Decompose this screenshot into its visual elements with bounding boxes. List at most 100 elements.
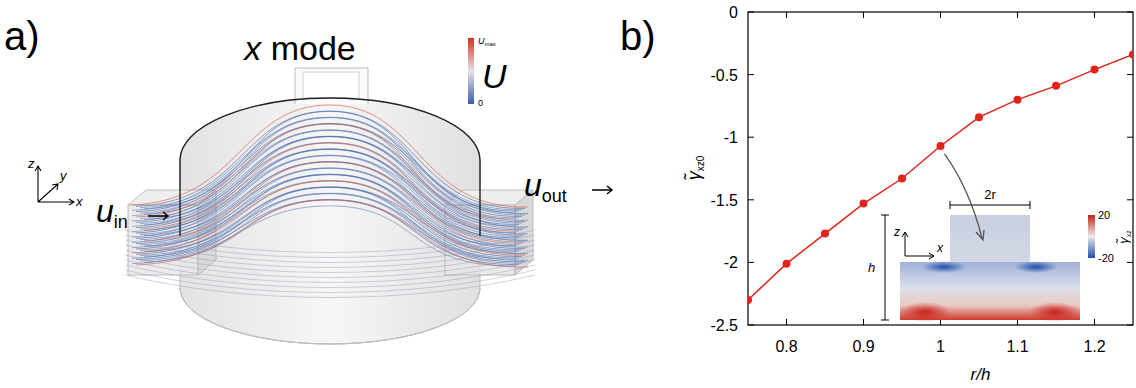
streamline: [132, 130, 522, 223]
inlet-label-subscript: in: [114, 212, 128, 232]
y-tick-label: -1: [724, 129, 738, 146]
series-point: [821, 230, 829, 238]
axis-glyph-label: z: [27, 156, 35, 171]
streamline: [136, 175, 519, 251]
y-tick-label: 0: [729, 4, 738, 21]
series-point: [937, 142, 945, 150]
streamline: [140, 130, 528, 220]
streamline: [136, 200, 528, 267]
y-axis-label-subscript: xz0: [695, 155, 706, 171]
y-tick: [748, 199, 1133, 200]
streamline: [125, 250, 535, 273]
inset-colorbar-label-subscript: xz: [1125, 230, 1132, 238]
x-tick-label: 0.8: [775, 338, 797, 355]
inset-axis-label: z: [893, 225, 900, 239]
y-tick: [748, 137, 1133, 138]
u-colorbar: [468, 38, 474, 104]
x-tick-label: 1.1: [1006, 338, 1028, 355]
streamline: [140, 168, 528, 247]
inset-arrow: [945, 154, 983, 238]
streamline: [136, 187, 522, 256]
series-point: [898, 175, 906, 183]
inset-colorbar: [1088, 215, 1095, 258]
x-tick: [786, 12, 787, 325]
y-axis-label-group: γ̃xz0: [683, 155, 706, 180]
axis-glyph-label: x: [75, 194, 83, 209]
inlet-label-symbol: u: [96, 193, 114, 229]
streamline: [125, 240, 535, 263]
series-line: [748, 55, 1133, 300]
inset-colorbar-label-group: γ̃xz: [1116, 230, 1132, 245]
y-tick: [748, 74, 1133, 75]
y-tick: [748, 12, 1133, 13]
inset-chamber: [950, 215, 1030, 262]
streamline: [125, 275, 535, 298]
x-tick: [863, 12, 864, 325]
height-bar: [881, 215, 889, 320]
x-tick: [1094, 12, 1095, 325]
panel-a: a)x modeUmaxU0uinuoutzyx: [4, 14, 612, 344]
streamline: [125, 235, 535, 258]
width-label: 2r: [984, 187, 996, 202]
outlet-label: uout: [524, 167, 567, 206]
streamline: [140, 181, 516, 253]
streamlines: [125, 105, 535, 298]
space: [261, 29, 270, 67]
outlet-arrow: [592, 186, 612, 194]
panel-label: b): [620, 14, 656, 58]
streamline: [125, 260, 535, 283]
streamline: [125, 270, 535, 293]
series-point: [1052, 82, 1060, 90]
width-bar: [950, 201, 1030, 209]
panel-b: b)0.80.911.11.2-2.5-2-1.5-1-0.50r/hγ̃xz0…: [620, 4, 1136, 384]
streamline: [125, 255, 535, 278]
streamline: [144, 137, 528, 227]
streamline: [132, 193, 528, 260]
u-max: Umax: [478, 36, 496, 47]
inset-colorbar-tick: 20: [1098, 209, 1110, 221]
inset: 2rhzx20-20γ̃xz: [868, 154, 1132, 322]
plot-frame: [748, 12, 1133, 325]
inset-axes-glyph: [902, 232, 934, 259]
inset-arrow-head: [976, 230, 984, 240]
inlet-arrow: [148, 212, 168, 220]
outlet-label-subscript: out: [542, 186, 567, 206]
y-tick-label: -2: [724, 254, 738, 271]
y-tick-label: -2.5: [710, 317, 738, 334]
chamber-bottom-front: [180, 288, 480, 344]
inset-hot-spot: [1029, 302, 1081, 322]
data-layer: [748, 51, 1133, 304]
x-tick-label: 1: [936, 338, 945, 355]
streamline: [144, 200, 519, 265]
series-point: [1091, 66, 1099, 74]
streamline: [125, 245, 535, 268]
inlet-label: uin: [96, 193, 128, 232]
inset-cold-spot: [1014, 261, 1058, 273]
inset-hot-spot: [899, 302, 951, 322]
streamline: [125, 265, 535, 288]
mode-symbol: x: [242, 29, 262, 67]
y-tick-label: -0.5: [710, 67, 738, 84]
inset-axis-label: x: [936, 241, 944, 255]
mode-text: mode: [271, 29, 356, 67]
y-axis-label: γ̃xz0: [683, 155, 706, 180]
series-point: [975, 113, 983, 121]
outlet-label-symbol: u: [524, 167, 542, 203]
chamber-rim: [180, 98, 480, 236]
figure: a)x modeUmaxU0uinuoutzyxb)0.80.911.11.2-…: [0, 0, 1136, 388]
series-point: [783, 260, 791, 268]
panel-label: a): [4, 14, 40, 58]
y-tick: [748, 325, 1133, 326]
streamline: [132, 181, 525, 255]
inset-colorbar-tick: -20: [1098, 252, 1114, 264]
inset-colorbar-label: γ̃xz: [1116, 230, 1132, 245]
series-point: [860, 200, 868, 208]
x-tick-label: 1.2: [1083, 338, 1105, 355]
streamline: [125, 230, 535, 253]
series-point: [1014, 96, 1022, 104]
streamline: [136, 162, 528, 241]
y-tick-label: -1.5: [710, 192, 738, 209]
axes-glyph: [35, 166, 74, 205]
series-point: [748, 296, 752, 304]
u-min: 0: [478, 98, 483, 108]
